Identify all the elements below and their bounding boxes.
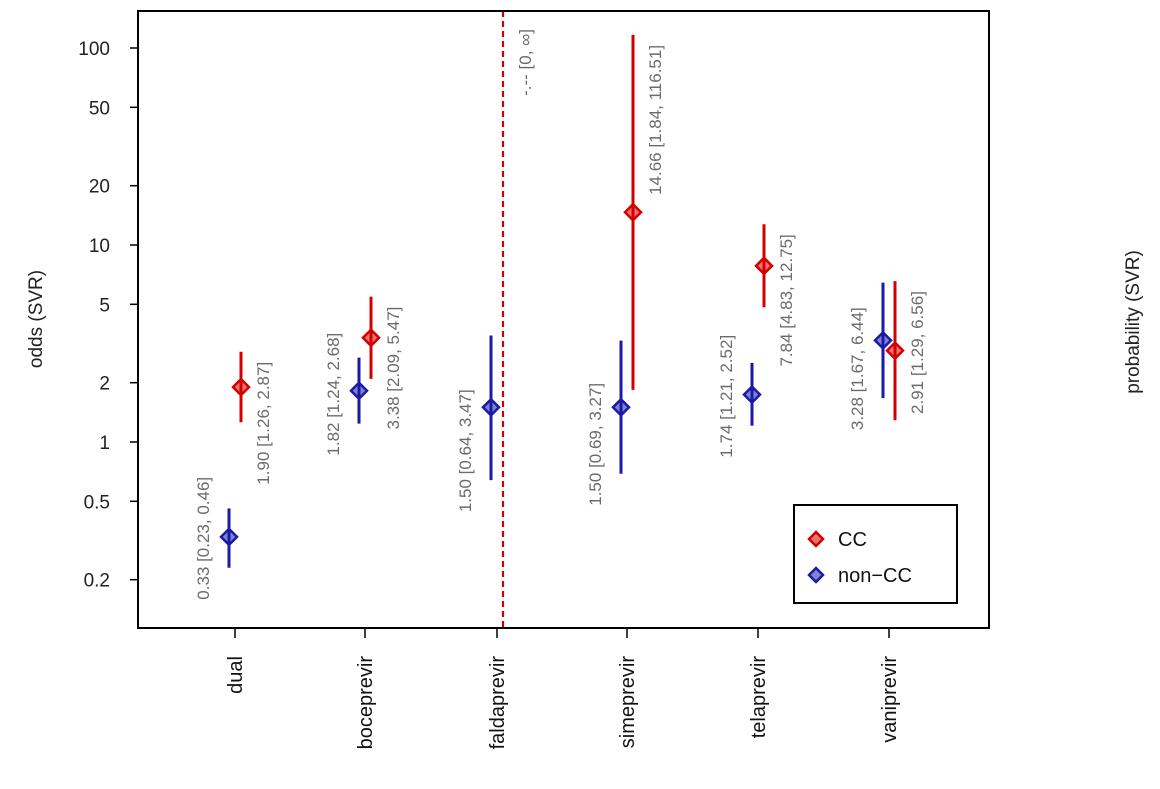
y-axis: 100 50 20 10 5 2 1 0.5 0.2 <box>78 39 138 592</box>
legend: CC non−CC <box>793 504 958 604</box>
plot-frame <box>137 10 990 629</box>
legend-label: CC <box>838 529 867 551</box>
x-tick-label-simeprevir: simeprevir <box>617 656 639 749</box>
point-marker <box>885 340 905 361</box>
point-marker <box>219 527 239 547</box>
point-marker <box>742 384 762 405</box>
point-marker <box>873 330 893 351</box>
data-label-non−CC-vaniprevir: 3.28 [1.67, 6.44] <box>848 307 867 430</box>
y-tick-label: 2 <box>99 374 110 395</box>
point-marker <box>754 256 774 276</box>
data-label-CC-dual: 1.90 [1.26, 2.87] <box>254 362 273 485</box>
y-tick-label: 20 <box>89 177 110 198</box>
x-axis: dual boceprevir faldaprevir simeprevir telap… <box>225 628 901 749</box>
x-tick-label-telaprevir: telaprevir <box>748 656 770 739</box>
point-marker <box>361 328 381 348</box>
right-axis-title: probability (SVR) <box>1123 250 1144 394</box>
data-label-CC-boceprevir: 3.38 [2.09, 5.47] <box>384 307 403 430</box>
legend-marker <box>807 566 825 584</box>
y-tick-label: 0.5 <box>84 492 110 513</box>
point-marker <box>611 397 631 418</box>
x-tick-label-boceprevir: boceprevir <box>355 656 377 750</box>
data-label-CC-telaprevir: 7.84 [4.83, 12.75] <box>777 234 796 366</box>
data-label-CC-faldaprevir: -.-- [0, ∞] <box>516 29 535 96</box>
data-marks: 1.90 [1.26, 2.87] 3.38 [2.09, 5.47] -.-- [… <box>194 29 927 600</box>
point-marker <box>231 377 251 397</box>
y-tick-label: 1 <box>99 433 110 454</box>
y-tick-label: 100 <box>78 39 110 60</box>
point-marker <box>349 380 369 401</box>
data-label-non−CC-telaprevir: 1.74 [1.21, 2.52] <box>717 335 736 458</box>
data-label-CC-simeprevir: 14.66 [1.84, 116.51] <box>646 45 665 195</box>
y-tick-label: 5 <box>99 295 110 316</box>
legend-label: non−CC <box>838 565 912 587</box>
data-label-non−CC-simeprevir: 1.50 [0.69, 3.27] <box>586 383 605 506</box>
legend-marker <box>807 530 825 548</box>
x-tick-label-dual: dual <box>225 656 247 694</box>
data-label-non−CC-faldaprevir: 1.50 [0.64, 3.47] <box>456 389 475 512</box>
data-label-CC-vaniprevir: 2.91 [1.29, 6.56] <box>908 291 927 414</box>
point-marker <box>481 397 501 418</box>
y-tick-label: 10 <box>89 236 110 257</box>
point-marker <box>623 202 643 223</box>
y-tick-label: 0.2 <box>84 571 110 592</box>
y-axis-title: odds (SVR) <box>26 270 47 368</box>
y-tick-label: 50 <box>89 98 110 119</box>
x-tick-label-faldaprevir: faldaprevir <box>487 656 509 750</box>
data-label-non−CC-boceprevir: 1.82 [1.24, 2.68] <box>324 333 343 456</box>
data-label-non−CC-dual: 0.33 [0.23, 0.46] <box>194 477 213 600</box>
legend-box <box>793 504 958 604</box>
x-tick-label-vaniprevir: vaniprevir <box>879 656 901 743</box>
